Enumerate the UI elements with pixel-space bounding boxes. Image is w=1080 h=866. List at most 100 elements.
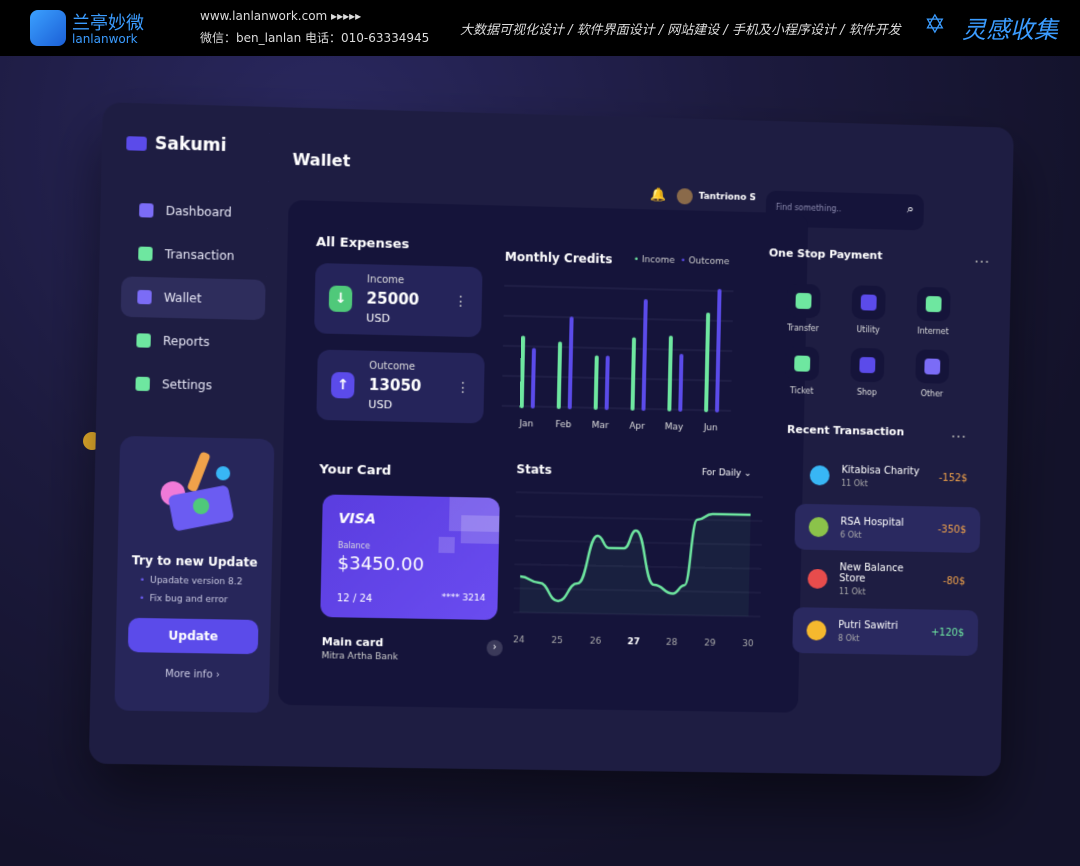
gear-icon — [135, 376, 150, 392]
chevron-right-icon: › — [215, 669, 220, 681]
transaction-row[interactable]: Putri Sawitri 8 Okt +120$ — [792, 607, 979, 656]
user-name: Tantriono S — [698, 191, 756, 204]
transfer-icon — [786, 283, 821, 319]
arrow-up-icon: ↑ — [330, 371, 356, 399]
gridline — [504, 286, 733, 292]
sidebar-item-transaction[interactable]: Transaction — [122, 233, 267, 277]
x-tick-label: 27 — [627, 637, 640, 647]
payment-utility[interactable]: Utility — [840, 285, 896, 335]
more-vertical-icon[interactable]: ⋮ — [455, 379, 471, 397]
payment-transfer[interactable]: Transfer — [775, 283, 831, 333]
bell-icon[interactable]: 🔔 — [649, 187, 667, 203]
internet-icon — [916, 286, 951, 322]
sidebar-item-wallet[interactable]: Wallet — [120, 276, 266, 321]
transaction-name: RSA Hospital — [840, 516, 904, 529]
card-bank: Mitra Artha Bank — [321, 651, 399, 663]
update-card: Try to new Update Upadate version 8.2 Fix… — [114, 435, 275, 713]
merchant-avatar — [806, 620, 827, 641]
income-value: 25000 — [366, 288, 420, 309]
bar-outcome — [717, 291, 719, 411]
gridline — [502, 406, 731, 411]
income-card[interactable]: ↓ Income 25000 USD ⋮ — [314, 263, 483, 338]
card-name: Main card — [321, 635, 384, 650]
search-placeholder: Find something.. — [775, 202, 842, 214]
chevron-right-icon[interactable]: › — [486, 639, 503, 657]
transaction-row[interactable]: Kitabisa Charity 11 Okt -152$ — [795, 452, 981, 501]
visa-card[interactable]: VISA Balance $3450.00 12 / 24 **** 3214 — [320, 494, 500, 621]
legend-outcome: Outcome — [688, 256, 730, 268]
services-list: 大数据可视化设计 / 软件界面设计 / 网站建设 / 手机及小程序设计 / 软件… — [460, 23, 901, 38]
payment-internet[interactable]: Internet — [905, 286, 961, 337]
card-balance: $3450.00 — [337, 552, 425, 576]
update-button[interactable]: Update — [127, 617, 259, 655]
bar-income — [594, 355, 600, 411]
sidebar-item-label: Settings — [161, 377, 213, 393]
chart-legend: • Income • Outcome — [634, 255, 730, 267]
bar-outcome — [644, 301, 646, 409]
bar-income — [706, 315, 708, 411]
transaction-amount: -80$ — [942, 575, 966, 587]
other-icon — [915, 349, 950, 384]
transaction-date: 11 Okt — [841, 478, 868, 488]
more-info-link[interactable]: More info › — [115, 668, 270, 682]
transaction-amount: +120$ — [930, 626, 965, 639]
monthly-credits-chart: Jan Feb Mar Apr May Jun — [501, 278, 733, 433]
x-tick-label: Jun — [703, 423, 718, 433]
payment-other[interactable]: Other — [904, 349, 960, 399]
star-icon: ✡ — [924, 10, 946, 40]
transaction-amount: -350$ — [937, 523, 967, 536]
sidebar-item-settings[interactable]: Settings — [119, 363, 264, 406]
more-vertical-icon[interactable]: ⋮ — [453, 293, 468, 310]
site-url[interactable]: www.lanlanwork.com ▸▸▸▸▸ — [200, 9, 362, 23]
contact-info: 微信：ben_lanlan 电话：010-63334945 — [200, 31, 430, 45]
more-info-label: More info — [164, 668, 213, 681]
more-horizontal-icon[interactable]: ⋯ — [950, 426, 967, 446]
ticket-icon — [785, 346, 820, 381]
income-label: Income — [366, 273, 405, 286]
transaction-name: New Balance Store — [839, 562, 904, 585]
outcome-value: 13050 — [368, 375, 422, 395]
payment-ticket[interactable]: Ticket — [774, 346, 830, 396]
wallet-icon — [137, 289, 152, 305]
card-brand: VISA — [338, 510, 376, 528]
transaction-row[interactable]: RSA Hospital 6 Okt -350$ — [794, 503, 981, 553]
period-select[interactable]: For Daily ⌄ — [702, 468, 752, 479]
sidebar-item-label: Wallet — [163, 290, 202, 306]
income-unit: USD — [366, 310, 391, 325]
bar-outcome — [680, 356, 681, 410]
transaction-date: 11 Okt — [838, 587, 866, 597]
update-bullet: Fix bug and error — [117, 593, 271, 606]
bar-outcome — [530, 347, 536, 409]
transaction-row[interactable]: New Balance Store 11 Okt -80$ — [793, 555, 979, 604]
x-tick-label: May — [665, 422, 684, 432]
user-profile[interactable]: Tantriono S — [676, 188, 756, 206]
wallet-logo-icon — [126, 136, 147, 151]
update-illustration-icon — [150, 451, 243, 533]
balance-label: Balance — [337, 540, 371, 551]
search-icon[interactable]: ⌕ — [906, 202, 915, 218]
sidebar-item-label: Transaction — [164, 247, 235, 264]
transfer-arrows-icon — [138, 246, 153, 261]
outcome-label: Outcome — [369, 360, 416, 373]
x-tick-label: 26 — [590, 637, 602, 647]
app-logo[interactable]: Sakumi — [126, 133, 227, 156]
right-column: One Stop Payment ⋯ Transfer Utility Interne… — [755, 246, 1000, 656]
more-horizontal-icon[interactable]: ⋯ — [973, 251, 990, 271]
bar-outcome — [605, 356, 611, 411]
your-card-title: Your Card — [319, 462, 392, 479]
sidebar-item-dashboard[interactable]: Dashboard — [123, 190, 268, 234]
sidebar-item-reports[interactable]: Reports — [120, 320, 265, 364]
right-brand: 灵感收集 — [962, 16, 1058, 44]
x-tick-label: 29 — [704, 639, 716, 649]
shop-icon — [850, 347, 885, 383]
main-panel: All Expenses ↓ Income 25000 USD ⋮ ↑ Outco… — [277, 199, 809, 713]
transaction-amount: -152$ — [938, 472, 968, 484]
x-tick-label: Feb — [555, 420, 571, 430]
sidebar-item-label: Reports — [162, 333, 210, 350]
stats-area — [519, 510, 751, 617]
x-tick-label: Jan — [518, 419, 533, 429]
x-tick-label: 25 — [551, 636, 563, 646]
update-title: Try to new Update — [131, 553, 258, 570]
outcome-card[interactable]: ↑ Outcome 13050 USD ⋮ — [316, 349, 485, 424]
payment-shop[interactable]: Shop — [839, 347, 895, 398]
